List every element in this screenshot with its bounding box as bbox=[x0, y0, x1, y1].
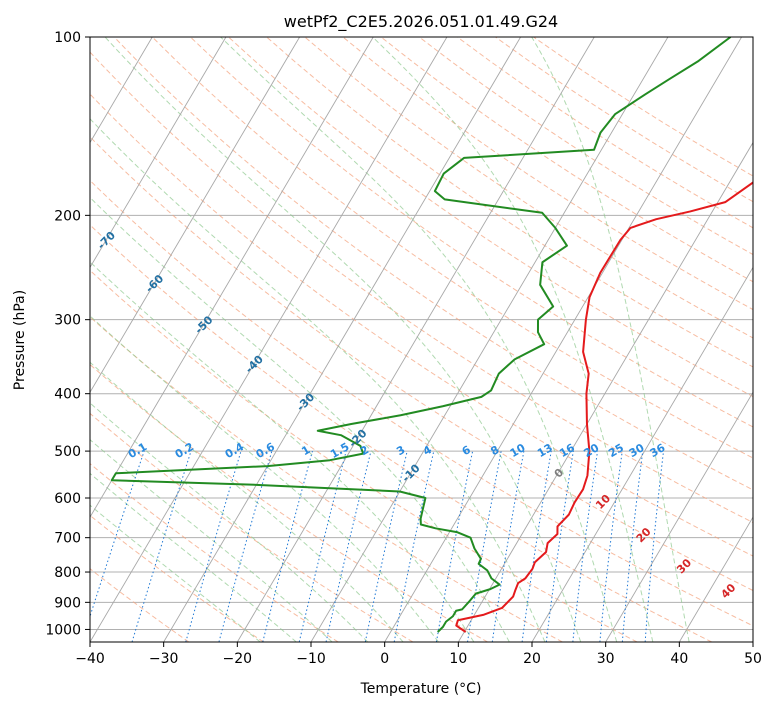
isotherm-line bbox=[90, 37, 301, 394]
mixing-ratio-line bbox=[599, 451, 623, 642]
x-tick-label: 20 bbox=[523, 651, 541, 667]
dry-adiabat bbox=[90, 463, 339, 642]
dry-adiabat bbox=[228, 37, 753, 398]
moist-adiabat bbox=[90, 439, 333, 642]
mixing-ratio-line bbox=[325, 450, 372, 642]
x-axis-label: Temperature (°C) bbox=[360, 681, 482, 697]
dry-adiabat bbox=[190, 37, 753, 428]
x-tick-label: 30 bbox=[597, 651, 615, 667]
dry-adiabat bbox=[90, 412, 414, 642]
x-tick-label: −20 bbox=[223, 651, 253, 667]
x-tick-label: −40 bbox=[75, 651, 105, 667]
dry-adiabat bbox=[113, 37, 753, 491]
dry-adiabat bbox=[90, 363, 488, 642]
moist-adiabat bbox=[90, 261, 475, 642]
isotherm-line bbox=[457, 141, 753, 642]
isotherm-line bbox=[678, 516, 753, 642]
dry-adiabat bbox=[90, 514, 264, 642]
x-tick-label: 50 bbox=[744, 651, 762, 667]
mixing-ratio-line bbox=[644, 451, 665, 642]
x-tick-label: −30 bbox=[149, 651, 179, 667]
dry-adiabat bbox=[90, 269, 638, 642]
moist-adiabat bbox=[372, 37, 654, 642]
dry-adiabat bbox=[90, 93, 753, 557]
moist-adiabat bbox=[90, 196, 510, 642]
isotherms bbox=[90, 37, 753, 642]
dry-adiabats bbox=[90, 37, 753, 642]
mixing-ratio-line bbox=[364, 450, 408, 642]
dry-adiabat bbox=[90, 179, 753, 627]
dry-adiabat bbox=[342, 37, 753, 311]
moist-adiabat bbox=[90, 402, 369, 642]
dry-adiabat bbox=[90, 224, 712, 642]
mixing-ratio-line bbox=[185, 450, 242, 642]
y-tick-label: 100 bbox=[54, 30, 81, 46]
moist-adiabat bbox=[531, 37, 690, 642]
isotherm-line bbox=[310, 37, 669, 642]
moist-adiabat bbox=[104, 37, 582, 642]
dry-adiabat bbox=[90, 51, 753, 524]
y-axis-ticks: 1000 900 800 700 600 500 400 300 200 100 bbox=[45, 30, 90, 638]
mixing-ratio-line bbox=[521, 451, 552, 642]
moist-adiabat bbox=[90, 361, 404, 642]
mixing-ratio-line bbox=[218, 450, 273, 642]
y-tick-label: 700 bbox=[54, 531, 81, 547]
dry-adiabat bbox=[151, 37, 753, 459]
isotherm-line bbox=[90, 37, 227, 269]
isotherm-line bbox=[236, 37, 595, 642]
x-tick-label: 10 bbox=[449, 651, 467, 667]
dry-adiabat bbox=[380, 37, 753, 283]
moist-adiabat bbox=[90, 472, 297, 642]
isotherm-line bbox=[163, 37, 522, 642]
mixing-ratio-line bbox=[131, 450, 192, 642]
dry-adiabat bbox=[90, 136, 753, 592]
mixing-ratio-line bbox=[621, 451, 644, 642]
y-tick-label: 400 bbox=[54, 387, 81, 403]
mixing-ratio-line bbox=[298, 450, 347, 642]
series-line bbox=[455, 181, 753, 633]
y-tick-label: 500 bbox=[54, 444, 81, 460]
isotherm-line bbox=[90, 37, 374, 519]
profile-series bbox=[110, 37, 753, 633]
mixing-ratio-line bbox=[262, 450, 313, 642]
y-tick-label: 600 bbox=[54, 491, 81, 507]
isotherm-line bbox=[531, 266, 753, 642]
y-axis-label: Pressure (hPa) bbox=[12, 290, 28, 390]
x-tick-label: 40 bbox=[670, 651, 688, 667]
isotherm-line bbox=[90, 37, 448, 642]
mixing-ratio-lines bbox=[90, 450, 665, 642]
moist-adiabat bbox=[90, 504, 261, 642]
isotherm-line bbox=[90, 37, 153, 144]
y-tick-label: 1000 bbox=[45, 622, 81, 638]
chart-title: wetPf2_C2E5.2026.051.01.49.G24 bbox=[284, 12, 558, 32]
plot-area: 0.10.20.40.611.52346810131620253036-100-… bbox=[90, 37, 753, 642]
plot-frame bbox=[89, 36, 754, 643]
isotherm-line bbox=[605, 391, 753, 642]
mixing-ratio-line bbox=[572, 451, 599, 642]
x-axis-ticks: −40 −30 −20 −10 0 10 20 30 40 50 bbox=[75, 642, 762, 667]
x-tick-label: 0 bbox=[380, 651, 389, 667]
y-tick-label: 800 bbox=[54, 565, 81, 581]
y-tick-label: 300 bbox=[54, 313, 81, 329]
mixing-ratio-line bbox=[545, 451, 574, 642]
y-tick-label: 200 bbox=[54, 208, 81, 224]
x-tick-label: −10 bbox=[296, 651, 326, 667]
y-tick-label: 900 bbox=[54, 595, 81, 611]
isotherm-line bbox=[384, 37, 743, 642]
series-line bbox=[110, 37, 732, 633]
